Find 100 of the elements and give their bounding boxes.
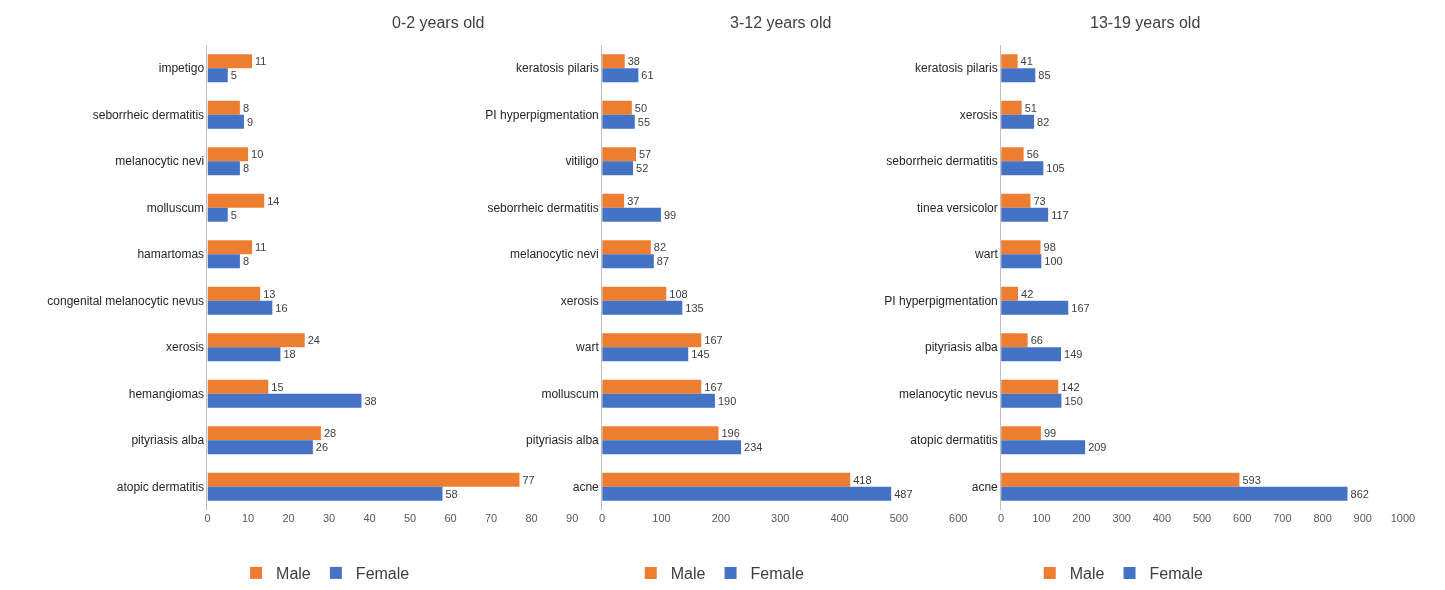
data-label: 100 xyxy=(1044,255,1063,268)
bar xyxy=(602,193,625,208)
y-tick-label: pityriasis alba xyxy=(526,433,600,448)
bar xyxy=(602,300,683,315)
bar xyxy=(207,207,228,222)
y-tick-label: hemangiomas xyxy=(128,386,205,401)
y-tick-label: atopic dermatitis xyxy=(910,433,998,448)
x-tick-label: 20 xyxy=(282,512,295,524)
x-tick-label: 500 xyxy=(1192,512,1212,524)
bar xyxy=(207,100,240,115)
bar xyxy=(602,472,851,487)
data-label: 41 xyxy=(1020,55,1033,68)
x-tick-label: 100 xyxy=(652,512,671,524)
data-label: 209 xyxy=(1088,441,1107,454)
x-tick-label: 100 xyxy=(1032,512,1051,524)
y-tick-label: xerosis xyxy=(560,293,599,308)
data-label: 87 xyxy=(656,255,670,268)
data-label: 142 xyxy=(1061,380,1080,393)
data-label: 117 xyxy=(1051,208,1069,221)
data-label: 52 xyxy=(636,162,649,175)
data-label: 15 xyxy=(271,380,284,393)
data-label: 24 xyxy=(307,334,320,347)
bar xyxy=(602,68,639,83)
data-label: 167 xyxy=(1071,301,1090,314)
y-tick-label: pityriasis alba xyxy=(925,340,999,355)
data-label: 190 xyxy=(717,394,737,407)
data-label: 8 xyxy=(242,101,250,114)
data-label: 593 xyxy=(1242,473,1261,486)
y-tick-label: seborrheic dermatitis xyxy=(92,107,205,122)
bar xyxy=(1001,300,1069,315)
data-label: 99 xyxy=(663,208,677,221)
data-label: 56 xyxy=(1026,148,1039,161)
data-label: 11 xyxy=(255,55,267,68)
data-label: 10 xyxy=(251,148,264,161)
x-tick-label: 500 xyxy=(889,512,909,524)
data-label: 234 xyxy=(744,441,763,454)
bar xyxy=(1001,472,1240,487)
y-tick-label: keratosis pilaris xyxy=(915,61,998,76)
y-tick-label: melanocytic nevus xyxy=(899,386,998,401)
x-tick-label: 40 xyxy=(363,512,376,524)
data-label: 196 xyxy=(721,427,740,440)
bar xyxy=(207,54,253,69)
bar xyxy=(207,426,321,441)
data-label: 149 xyxy=(1064,348,1083,361)
y-tick-label: PI hyperpigmentation xyxy=(485,107,599,122)
data-label: 5 xyxy=(230,208,237,221)
bar xyxy=(207,347,281,362)
bar xyxy=(1001,100,1022,115)
y-tick-label: molluscum xyxy=(541,386,599,401)
y-tick-label: melanocytic nevi xyxy=(115,154,205,169)
bar xyxy=(1001,193,1031,208)
bar xyxy=(1001,347,1062,362)
bar xyxy=(1001,333,1028,348)
chart-title: 0-2 years old xyxy=(392,14,485,31)
data-label: 82 xyxy=(653,241,667,254)
data-label: 38 xyxy=(364,394,377,407)
bar xyxy=(602,379,702,394)
data-label: 145 xyxy=(691,348,710,361)
bar xyxy=(602,207,661,222)
x-tick-label: 900 xyxy=(1353,512,1372,524)
data-label: 73 xyxy=(1033,194,1046,207)
bar xyxy=(602,486,892,501)
bar xyxy=(602,286,667,301)
y-tick-label: pityriasis alba xyxy=(131,433,205,448)
data-label: 5 xyxy=(230,69,237,82)
bar xyxy=(207,472,520,487)
x-tick-label: 0 xyxy=(204,512,211,524)
data-label: 42 xyxy=(1021,287,1034,300)
data-label: 82 xyxy=(1037,115,1050,128)
bar xyxy=(1001,426,1041,441)
x-tick-label: 200 xyxy=(1072,512,1091,524)
bar xyxy=(1001,486,1348,501)
y-tick-label: melanocytic nevi xyxy=(510,247,599,262)
bar xyxy=(1001,240,1041,255)
bar xyxy=(602,254,654,269)
x-tick-label: 0 xyxy=(599,512,606,524)
bar xyxy=(207,193,265,208)
bar xyxy=(207,440,313,455)
data-label: 50 xyxy=(634,101,648,114)
bar xyxy=(1001,114,1035,129)
data-label: 77 xyxy=(522,473,535,486)
bar xyxy=(207,379,269,394)
x-tick-label: 30 xyxy=(322,512,336,524)
bar xyxy=(207,286,261,301)
bar xyxy=(602,161,634,176)
legend-label: Male xyxy=(1069,565,1105,583)
y-tick-label: xerosis xyxy=(959,107,998,122)
data-label: 108 xyxy=(669,287,688,300)
data-label: 99 xyxy=(1043,427,1057,440)
bar xyxy=(207,240,253,255)
y-tick-label: atopic dermatitis xyxy=(116,479,205,494)
bar xyxy=(1001,286,1019,301)
bar xyxy=(602,440,742,455)
bar xyxy=(1001,440,1086,455)
bar xyxy=(602,333,702,348)
data-label: 37 xyxy=(627,194,640,207)
x-tick-label: 10 xyxy=(241,512,255,524)
legend-label: Male xyxy=(276,565,311,583)
y-tick-label: xerosis xyxy=(166,340,205,355)
legend-label: Female xyxy=(1149,565,1203,583)
